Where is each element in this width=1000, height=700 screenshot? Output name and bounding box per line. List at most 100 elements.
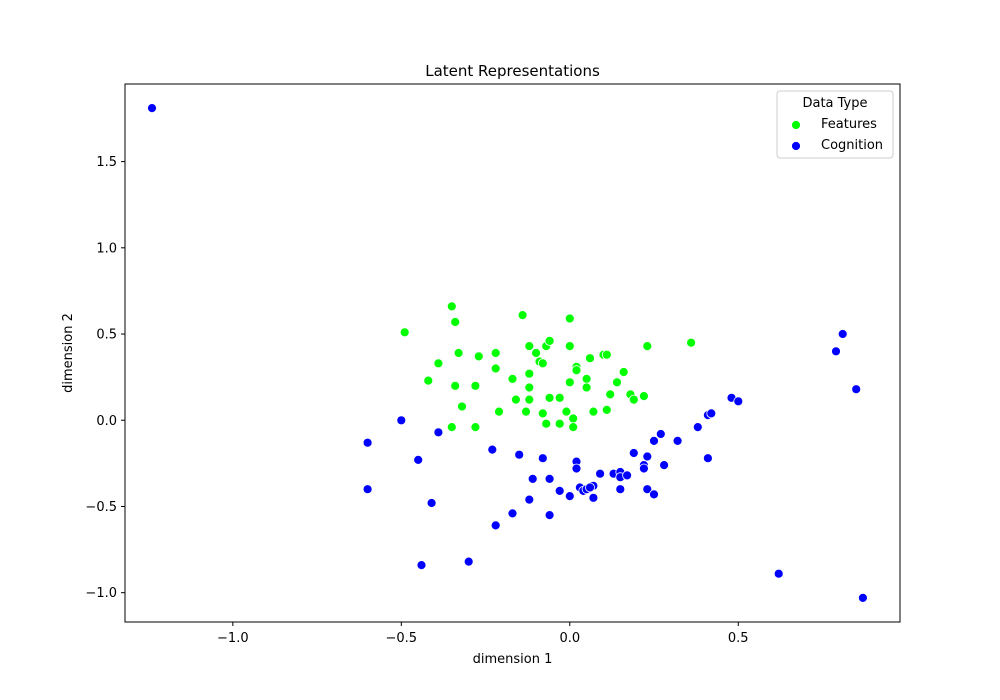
point-features-23 — [423, 375, 434, 386]
point-cognition-51 — [831, 346, 841, 357]
point-cognition-9 — [487, 444, 498, 455]
point-cognition-39 — [649, 489, 659, 500]
point-features-50 — [601, 404, 612, 415]
point-features-32 — [544, 392, 555, 403]
y-tick-label: −1.0 — [85, 586, 117, 601]
legend-title: Data Type — [802, 96, 867, 111]
point-cognition-32 — [615, 484, 626, 495]
point-features-20 — [601, 349, 612, 360]
point-features-4 — [564, 313, 575, 324]
point-cognition-17 — [544, 510, 555, 520]
point-features-26 — [490, 363, 501, 374]
point-cognition-4 — [413, 454, 424, 465]
point-cognition-43 — [672, 435, 683, 446]
point-cognition-40 — [649, 435, 659, 446]
point-features-38 — [618, 367, 629, 377]
point-cognition-11 — [507, 508, 518, 519]
point-features-31 — [524, 394, 535, 405]
point-features-43 — [457, 401, 467, 412]
x-tick-label: −0.5 — [386, 631, 418, 646]
point-features-34 — [564, 377, 575, 388]
x-axis: −1.0 −0.5 0.0 0.5 — [217, 622, 749, 646]
point-cognition-12 — [514, 449, 525, 460]
point-cognition-0 — [147, 103, 157, 113]
point-features-14 — [537, 358, 548, 369]
x-axis-label: dimension 1 — [473, 652, 553, 667]
point-features-11 — [544, 335, 555, 346]
point-cognition-13 — [527, 473, 538, 484]
x-tick-label: 0.5 — [728, 631, 749, 646]
point-features-49 — [588, 406, 599, 417]
point-features-44 — [494, 406, 504, 417]
point-features-28 — [524, 368, 535, 379]
point-cognition-1 — [362, 437, 373, 448]
point-features-48 — [568, 413, 579, 424]
y-tick-label: 0.5 — [96, 328, 117, 343]
point-features-36 — [581, 382, 592, 393]
y-tick-label: 1.5 — [96, 155, 117, 170]
point-features-7 — [473, 351, 484, 362]
point-cognition-49 — [733, 396, 744, 407]
point-cognition-8 — [463, 556, 474, 567]
point-cognition-18 — [554, 485, 565, 496]
point-features-33 — [554, 392, 565, 403]
point-features-15 — [564, 341, 575, 352]
point-cognition-46 — [706, 408, 717, 419]
legend: Data Type Features Cognition — [776, 90, 894, 159]
point-features-29 — [524, 382, 535, 393]
point-features-42 — [639, 391, 649, 402]
y-axis-label: dimension 2 — [61, 313, 76, 393]
point-cognition-44 — [692, 422, 703, 433]
legend-label-features: Features — [821, 117, 877, 132]
point-features-12 — [531, 348, 541, 358]
point-features-18 — [585, 353, 595, 364]
point-cognition-26 — [585, 482, 595, 493]
legend-marker-features — [791, 120, 801, 130]
point-features-2 — [399, 327, 410, 338]
x-tick-label: 0.0 — [559, 631, 580, 646]
point-features-41 — [628, 394, 639, 405]
point-cognition-50 — [773, 568, 784, 579]
point-features-51 — [446, 422, 457, 433]
point-cognition-19 — [564, 491, 575, 502]
point-cognition-53 — [851, 384, 862, 395]
point-cognition-41 — [655, 429, 666, 439]
point-features-45 — [521, 406, 531, 417]
point-cognition-28 — [595, 468, 605, 479]
points-layer — [147, 103, 868, 603]
point-cognition-3 — [433, 427, 444, 438]
point-features-0 — [446, 301, 457, 312]
point-cognition-14 — [524, 494, 535, 505]
legend-marker-cognition — [791, 141, 801, 151]
chart-title: Latent Representations — [425, 62, 600, 80]
point-features-22 — [686, 337, 696, 348]
legend-box — [776, 90, 894, 159]
point-features-39 — [605, 389, 616, 400]
point-features-5 — [433, 358, 444, 369]
point-cognition-34 — [628, 448, 639, 458]
point-cognition-42 — [659, 460, 669, 471]
point-features-53 — [541, 418, 552, 429]
point-cognition-33 — [622, 470, 632, 481]
y-tick-label: −0.5 — [85, 500, 117, 515]
point-features-21 — [642, 341, 653, 352]
point-features-24 — [450, 380, 461, 391]
point-features-35 — [581, 373, 592, 384]
point-cognition-16 — [544, 473, 555, 484]
point-cognition-38 — [642, 484, 653, 495]
point-cognition-37 — [642, 451, 653, 462]
point-features-55 — [568, 422, 579, 433]
point-features-37 — [612, 377, 622, 388]
point-features-3 — [517, 310, 528, 321]
plot-area — [124, 83, 901, 623]
point-cognition-21 — [571, 463, 582, 474]
point-features-30 — [511, 394, 521, 405]
point-cognition-15 — [537, 453, 548, 464]
point-cognition-6 — [426, 498, 437, 508]
point-features-54 — [554, 418, 565, 429]
point-cognition-5 — [362, 484, 373, 495]
point-features-6 — [453, 348, 464, 358]
point-features-25 — [470, 380, 481, 391]
y-tick-label: 1.0 — [96, 241, 117, 256]
